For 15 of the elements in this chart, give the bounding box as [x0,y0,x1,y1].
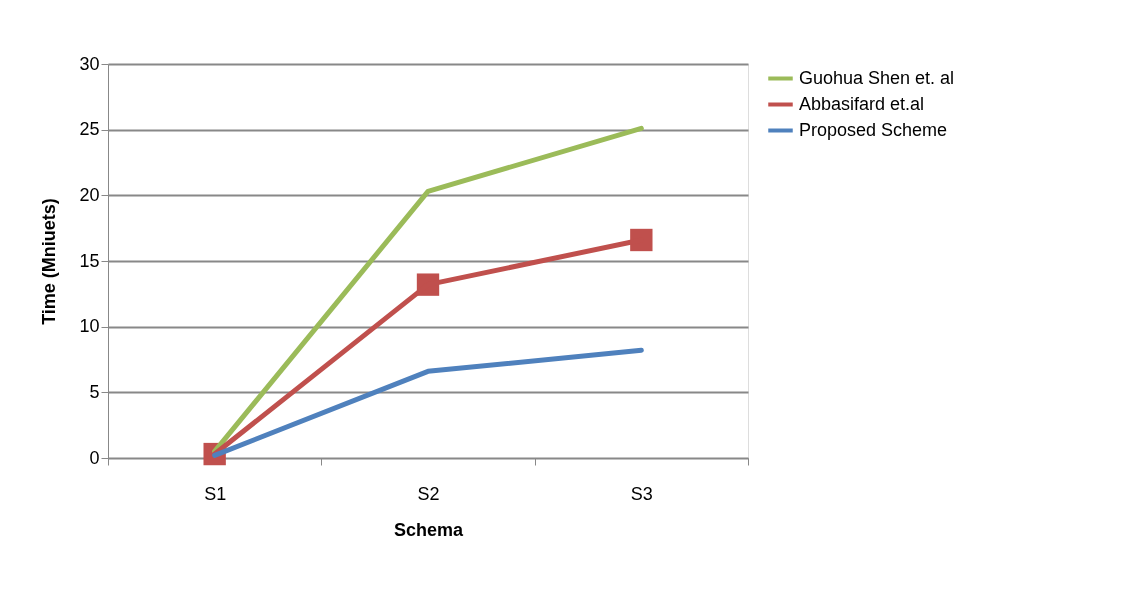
y-tick-label: 10 [79,316,100,337]
x-tick-label: S3 [630,483,653,504]
y-axis-title: Time (Mniuets) [39,198,60,325]
y-tick-label: 5 [89,381,100,402]
x-axis-title: Schema [393,519,464,540]
legend-label: Abbasifard et.al [799,93,925,114]
y-tick-label: 30 [79,53,100,74]
y-tick-label: 25 [79,119,100,140]
x-tick-label: S1 [204,483,227,504]
y-tick-label: 15 [79,250,100,271]
y-tick-label: 0 [89,447,100,468]
legend-label: Proposed Scheme [799,119,948,140]
legend-label: Guohua Shen et. al [799,67,955,88]
x-tick-label: S2 [417,483,440,504]
y-tick-label: 20 [79,184,100,205]
